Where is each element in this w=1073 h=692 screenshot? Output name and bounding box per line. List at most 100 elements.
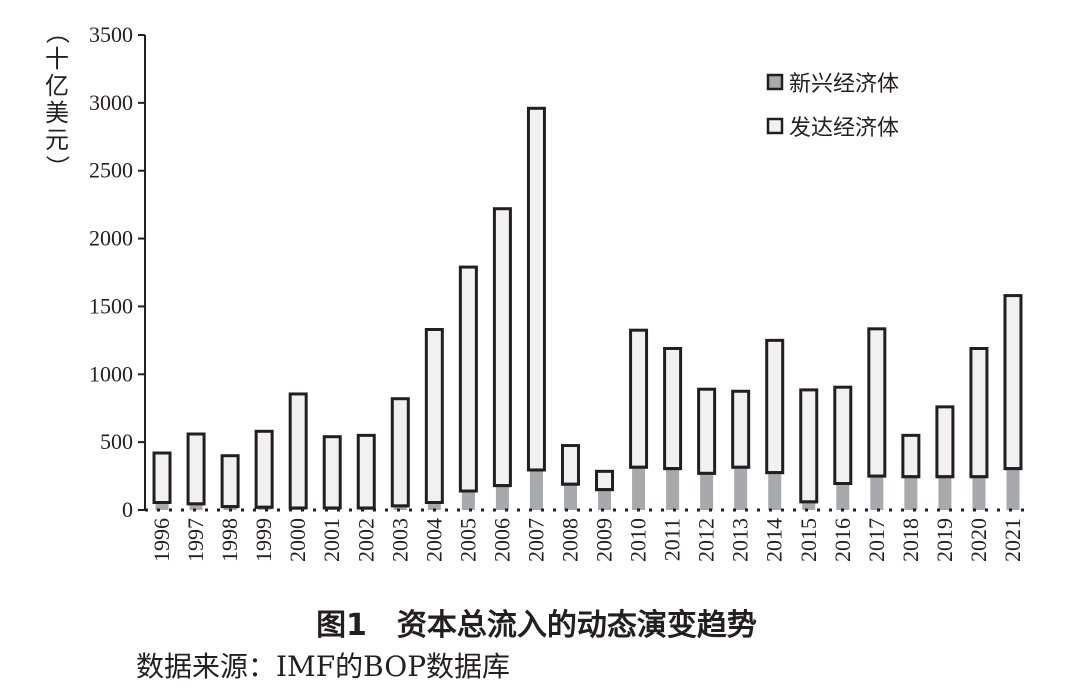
bar-developed-2012 [697, 387, 717, 475]
bar-developed-2010 [629, 328, 649, 469]
x-tick-label: 2021 [1000, 518, 1025, 562]
bar-developed-2013 [731, 389, 751, 469]
legend-label: 发达经济体 [789, 116, 899, 141]
bar-emerging-2015 [802, 501, 816, 510]
x-tick-label: 2001 [319, 518, 344, 562]
bar-emerging-2009 [598, 489, 612, 510]
bar-developed-2001 [322, 435, 342, 510]
source-note: 数据来源：IMF的BOP数据库 [136, 650, 511, 683]
bar-developed-2016 [833, 385, 853, 486]
bar-developed-2021 [1003, 294, 1023, 471]
x-tick-label: 2005 [455, 518, 480, 562]
bar-emerging-2006 [495, 485, 509, 510]
bar-emerging-2016 [836, 483, 850, 510]
x-tick-label: 2013 [728, 518, 753, 562]
x-tick-label: 2011 [660, 518, 685, 561]
bar-emerging-2003 [393, 505, 407, 510]
y-axis-label-char: （ [43, 20, 71, 44]
bar-developed-2014 [765, 338, 785, 475]
bar-emerging-2013 [734, 467, 748, 510]
x-axis: 1996 1997 1998 1999 2000 2001 2002 2003 2004 2005… [145, 508, 1030, 562]
x-tick-label: 2007 [523, 518, 548, 562]
bar-developed-2003 [390, 397, 410, 508]
bars [152, 106, 1023, 510]
y-tick-label: 3500 [89, 22, 133, 47]
bar-developed-2005 [458, 265, 478, 493]
bar-emerging-2010 [632, 467, 646, 510]
y-tick-label: 2500 [89, 158, 133, 183]
bar-developed-1997 [186, 432, 206, 506]
bar-developed-2002 [356, 433, 376, 510]
x-tick-label: 1996 [149, 518, 174, 562]
bar-developed-2018 [901, 433, 921, 479]
bar-developed-1999 [254, 429, 274, 509]
x-tick-label: 2002 [353, 518, 378, 562]
x-tick-label: 2008 [557, 518, 582, 562]
x-tick-label: 2018 [898, 518, 923, 562]
x-tick-label: 2006 [489, 518, 514, 562]
figure-caption: 图1 资本总流入的动态演变趋势 [316, 608, 757, 643]
bar-emerging-1998 [223, 506, 237, 510]
bar-developed-2015 [799, 388, 819, 504]
bar-emerging-2008 [563, 484, 577, 510]
bar-developed-1996 [152, 451, 172, 505]
y-axis-label-char: 亿 [45, 72, 69, 100]
y-tick-label: 1500 [89, 293, 133, 318]
x-tick-label: 2015 [796, 518, 821, 562]
x-tick-label: 2020 [966, 518, 991, 562]
y-axis-label-char: 元 [45, 126, 69, 154]
y-tick-label: 1000 [89, 361, 133, 386]
y-tick-label: 3000 [89, 90, 133, 115]
x-tick-label: 2000 [285, 518, 310, 562]
bar-emerging-2020 [972, 476, 986, 510]
bar-emerging-2011 [666, 468, 680, 510]
bar-developed-2020 [969, 347, 989, 479]
y-axis-label-char: 美 [45, 99, 69, 127]
y-tick-label: 500 [100, 429, 133, 454]
x-tick-label: 2010 [626, 518, 651, 562]
x-tick-label: 2019 [932, 518, 957, 562]
x-tick-label: 2016 [830, 518, 855, 562]
bar-developed-2004 [424, 328, 444, 505]
bar-emerging-2017 [870, 476, 884, 510]
bar-emerging-2021 [1006, 468, 1020, 510]
legend-swatch [766, 117, 784, 135]
bar-emerging-2004 [427, 502, 441, 510]
legend-swatch [766, 73, 784, 91]
bar-emerging-2018 [904, 476, 918, 510]
x-tick-label: 1998 [217, 518, 242, 562]
bar-emerging-2019 [938, 476, 952, 510]
bar-emerging-1996 [155, 502, 169, 510]
x-tick-label: 2009 [592, 518, 617, 562]
x-tick-label: 2017 [864, 518, 889, 562]
y-axis-label-char: ） [43, 155, 71, 179]
bar-emerging-2007 [529, 469, 543, 510]
bar-emerging-2014 [768, 472, 782, 510]
x-tick-label: 1997 [183, 518, 208, 562]
x-tick-label: 2014 [762, 518, 787, 562]
y-tick-label: 2000 [89, 226, 133, 251]
legend-label: 新兴经济体 [789, 72, 899, 97]
bar-emerging-2005 [461, 491, 475, 510]
bar-developed-2007 [526, 106, 546, 472]
bar-developed-2017 [867, 327, 887, 478]
bar-emerging-2012 [700, 473, 714, 510]
bar-developed-2009 [595, 469, 615, 492]
bar-developed-2000 [288, 392, 308, 510]
x-tick-label: 2012 [694, 518, 719, 562]
x-tick-label: 2003 [387, 518, 412, 562]
y-tick-label: 0 [122, 497, 133, 522]
x-tick-label: 1999 [251, 518, 276, 562]
bar-developed-2006 [492, 207, 512, 488]
y-axis: 0 500 1000 1500 2000 2500 3000 3500 [89, 22, 146, 522]
bar-emerging-1997 [189, 503, 203, 510]
y-axis-label-char: 十 [45, 45, 69, 73]
bar-developed-1998 [220, 454, 240, 509]
bar-developed-2019 [935, 405, 955, 479]
bar-developed-2008 [560, 444, 580, 486]
bar-developed-2011 [663, 347, 683, 471]
x-tick-label: 2004 [421, 518, 446, 562]
